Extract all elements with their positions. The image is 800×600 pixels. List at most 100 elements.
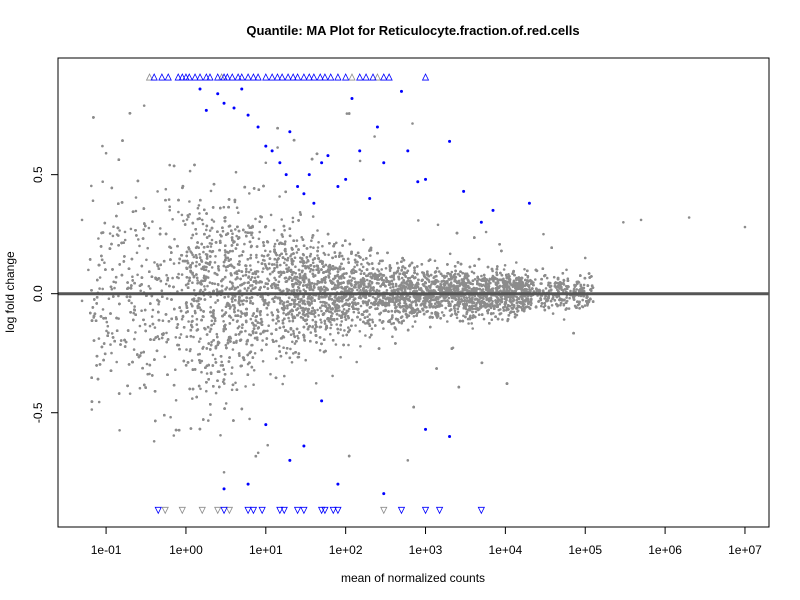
nonsignificant-point — [249, 299, 252, 303]
nonsignificant-point — [115, 233, 119, 236]
nonsignificant-point — [319, 318, 322, 322]
nonsignificant-point — [180, 273, 184, 276]
nonsignificant-point — [566, 277, 570, 281]
nonsignificant-point — [179, 333, 183, 336]
nonsignificant-point — [168, 205, 171, 208]
nonsignificant-point — [245, 289, 249, 292]
nonsignificant-point — [311, 236, 314, 239]
nonsignificant-point — [515, 295, 518, 299]
nonsignificant-point — [287, 266, 291, 269]
nonsignificant-point — [198, 212, 201, 215]
nonsignificant-point — [244, 385, 247, 388]
nonsignificant-point — [205, 389, 208, 393]
nonsignificant-point — [320, 304, 324, 307]
nonsignificant-point — [275, 261, 279, 264]
nonsignificant-point — [171, 218, 174, 221]
nonsignificant-point — [523, 268, 526, 271]
nonsignificant-point — [167, 198, 171, 201]
nonsignificant-point — [177, 272, 180, 276]
nonsignificant-point — [248, 333, 251, 336]
nonsignificant-point — [309, 331, 313, 334]
nonsignificant-point — [311, 318, 315, 322]
nonsignificant-point — [365, 278, 369, 282]
nonsignificant-point — [205, 228, 208, 232]
nonsignificant-point — [393, 310, 397, 314]
nonsignificant-point — [471, 327, 475, 330]
nonsignificant-point — [321, 288, 324, 291]
nonsignificant-point — [215, 288, 219, 291]
nonsignificant-point — [256, 451, 260, 455]
nonsignificant-point — [227, 295, 230, 298]
nonsignificant-point — [207, 326, 210, 329]
nonsignificant-point — [277, 344, 281, 348]
nonsignificant-point — [205, 255, 209, 258]
nonsignificant-point — [212, 220, 216, 223]
nonsignificant-point — [375, 288, 379, 292]
nonsignificant-point — [282, 289, 285, 293]
nonsignificant-point — [473, 278, 477, 281]
nonsignificant-point — [455, 316, 459, 320]
nonsignificant-point — [244, 329, 247, 333]
nonsignificant-point — [165, 297, 169, 300]
nonsignificant-point — [274, 278, 278, 282]
nonsignificant-point — [164, 282, 168, 286]
nonsignificant-point — [314, 320, 318, 324]
nonsignificant-point — [231, 318, 235, 322]
nonsignificant-point — [140, 309, 143, 313]
nonsignificant-point — [190, 251, 193, 255]
nonsignificant-point — [153, 326, 157, 329]
nonsignificant-point — [196, 282, 199, 285]
nonsignificant-point — [258, 230, 262, 234]
nonsignificant-point — [209, 413, 212, 417]
nonsignificant-point — [316, 246, 320, 249]
data-points — [80, 73, 747, 515]
nonsignificant-point — [230, 388, 234, 392]
nonsignificant-point — [310, 239, 313, 242]
nonsignificant-point — [208, 234, 211, 238]
nonsignificant-point — [372, 289, 376, 292]
nonsignificant-point — [391, 335, 394, 339]
nonsignificant-point — [335, 241, 338, 245]
nonsignificant-point — [169, 415, 172, 419]
nonsignificant-point — [222, 329, 225, 333]
nonsignificant-point — [378, 259, 382, 263]
nonsignificant-point — [371, 295, 375, 299]
nonsignificant-point — [195, 323, 199, 326]
nonsignificant-point — [543, 297, 546, 300]
nonsignificant-point — [177, 276, 180, 280]
nonsignificant-point — [281, 319, 285, 322]
nonsignificant-point — [209, 295, 212, 299]
nonsignificant-point — [249, 264, 252, 267]
nonsignificant-point — [433, 302, 437, 306]
nonsignificant-point — [377, 270, 381, 273]
nonsignificant-point — [161, 319, 165, 323]
nonsignificant-point — [289, 254, 292, 258]
nonsignificant-point — [358, 281, 362, 284]
nonsignificant-point — [136, 273, 139, 277]
nonsignificant-point — [293, 342, 297, 345]
nonsignificant-point — [249, 268, 253, 272]
nonsignificant-point — [252, 369, 256, 372]
nonsignificant-point — [338, 255, 341, 258]
nonsignificant-point — [285, 263, 288, 267]
nonsignificant-point — [97, 237, 100, 240]
nonsignificant-point — [413, 308, 416, 312]
nonsignificant-point — [279, 263, 282, 267]
nonsignificant-point — [311, 215, 315, 218]
nonsignificant-point — [165, 273, 168, 277]
nonsignificant-point — [351, 288, 354, 292]
nonsignificant-point — [341, 334, 345, 337]
nonsignificant-point — [291, 220, 295, 224]
nonsignificant-point — [342, 276, 346, 280]
nonsignificant-point — [187, 215, 190, 219]
nonsignificant-point — [235, 206, 239, 209]
nonsignificant-point — [499, 308, 502, 311]
nonsignificant-point — [317, 267, 320, 270]
nonsignificant-point — [225, 269, 228, 272]
nonsignificant-point — [254, 217, 257, 221]
nonsignificant-point — [505, 308, 508, 312]
nonsignificant-point — [240, 326, 244, 330]
nonsignificant-point — [117, 294, 120, 298]
nonsignificant-point — [331, 374, 334, 378]
nonsignificant-point — [294, 265, 297, 269]
